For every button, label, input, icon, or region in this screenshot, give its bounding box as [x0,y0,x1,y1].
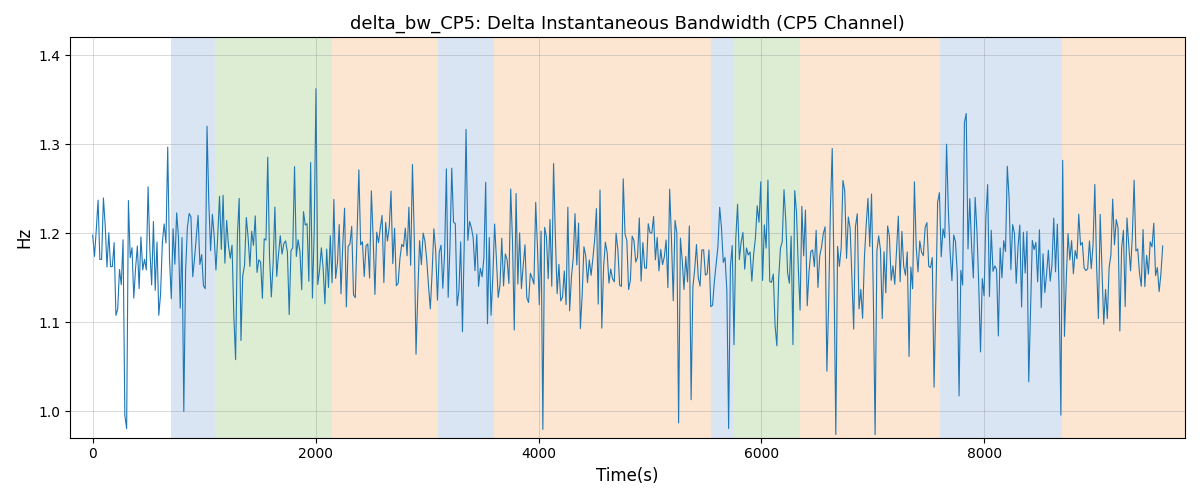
Bar [170,38,215,438]
Bar [1062,38,1186,438]
Bar [332,38,438,438]
Y-axis label: Hz: Hz [14,227,32,248]
Title: delta_bw_CP5: Delta Instantaneous Bandwidth (CP5 Channel): delta_bw_CP5: Delta Instantaneous Bandwi… [350,15,905,34]
Bar [940,38,1062,438]
Bar [800,38,940,438]
Bar [494,38,712,438]
Bar [215,38,332,438]
Bar [712,38,733,438]
X-axis label: Time(s): Time(s) [596,467,659,485]
Bar [438,38,494,438]
Bar [733,38,800,438]
